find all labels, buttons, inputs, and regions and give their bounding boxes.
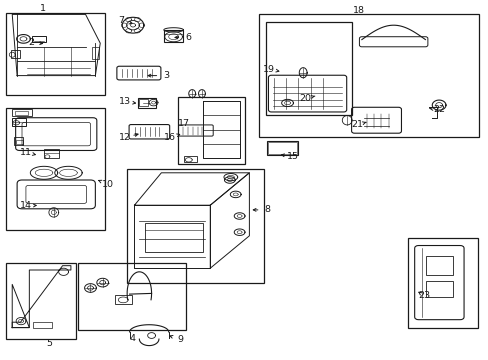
Bar: [138, 98, 156, 108]
Bar: [115, 295, 132, 304]
Bar: [92, 47, 99, 59]
Text: 23: 23: [417, 292, 429, 300]
Text: 18: 18: [353, 5, 365, 14]
Text: 19: 19: [263, 65, 274, 74]
Bar: [12, 118, 26, 126]
Bar: [144, 223, 203, 252]
Text: 9: 9: [177, 335, 183, 343]
Bar: [11, 50, 20, 58]
Text: 11: 11: [20, 148, 31, 157]
Text: 2: 2: [28, 37, 34, 46]
Bar: [267, 142, 296, 154]
Text: 15: 15: [287, 153, 299, 161]
Text: 22: 22: [432, 105, 444, 114]
Text: 13: 13: [119, 97, 130, 106]
Bar: [33, 322, 52, 328]
Bar: [425, 281, 452, 297]
Bar: [259, 14, 478, 137]
Text: 7: 7: [118, 16, 124, 25]
Bar: [127, 169, 264, 283]
Text: 6: 6: [185, 33, 191, 42]
Text: 21: 21: [350, 120, 362, 129]
Text: 10: 10: [102, 180, 113, 189]
Text: 16: 16: [164, 133, 176, 142]
Bar: [266, 141, 298, 155]
Text: 20: 20: [299, 94, 311, 103]
Bar: [178, 97, 244, 164]
Text: 4: 4: [129, 334, 135, 343]
Text: 17: 17: [178, 119, 189, 128]
Text: 12: 12: [119, 133, 130, 142]
Bar: [425, 256, 452, 275]
Bar: [16, 140, 23, 144]
Text: 3: 3: [163, 71, 169, 80]
Bar: [15, 111, 28, 115]
Bar: [6, 108, 105, 230]
Bar: [44, 149, 59, 158]
Bar: [163, 30, 183, 42]
Text: 8: 8: [264, 205, 270, 214]
Bar: [6, 263, 76, 339]
Bar: [32, 36, 46, 42]
Bar: [14, 137, 23, 145]
Bar: [139, 99, 147, 106]
Text: 1: 1: [40, 4, 46, 13]
Bar: [12, 109, 32, 116]
Bar: [78, 263, 185, 330]
Bar: [265, 22, 351, 115]
Text: 5: 5: [46, 339, 52, 348]
Text: 14: 14: [20, 202, 31, 210]
Bar: [184, 156, 196, 162]
Bar: [6, 13, 105, 95]
Bar: [407, 238, 477, 328]
